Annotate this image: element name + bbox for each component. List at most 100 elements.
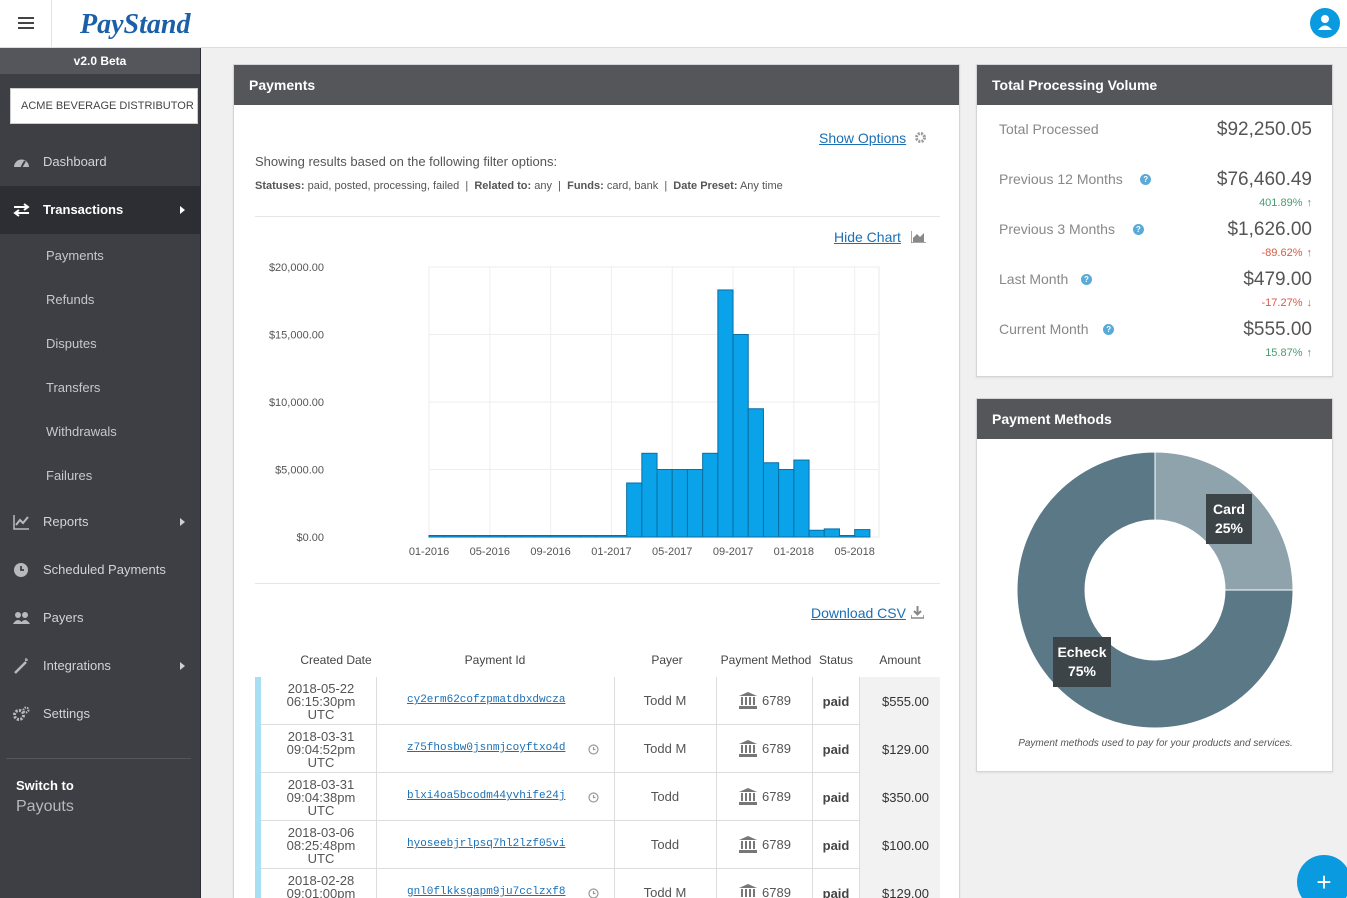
x-tick-label: 05-2016 <box>470 546 510 558</box>
bar[interactable] <box>626 482 643 538</box>
help-icon[interactable]: ? <box>1140 174 1152 185</box>
bar[interactable] <box>504 535 521 538</box>
bar[interactable] <box>717 289 734 538</box>
column-header[interactable]: Created Date <box>300 653 372 667</box>
bar[interactable] <box>808 529 825 538</box>
sidebar-subitem-transfers[interactable]: Transfers <box>46 380 101 395</box>
gear-icon[interactable] <box>914 131 927 144</box>
bar[interactable] <box>443 535 460 538</box>
show-options-link[interactable]: Show Options <box>819 130 907 146</box>
bar[interactable] <box>580 535 597 538</box>
sidebar-subitem-withdrawals[interactable]: Withdrawals <box>46 424 117 439</box>
bar[interactable] <box>458 535 476 538</box>
add-fab-button[interactable]: + <box>1297 855 1347 898</box>
sidebar-item-scheduled-payments[interactable]: Scheduled Payments <box>0 546 201 594</box>
payer-cell: Todd <box>650 837 680 852</box>
table-row[interactable]: 2018-03-06 08:25:48pm UTC hyoseebjrlpsq7hl2… <box>255 821 940 869</box>
bar[interactable] <box>474 535 491 538</box>
sidebar-item-payers[interactable]: Payers <box>0 594 201 642</box>
table-row[interactable]: 2018-05-22 06:15:30pm UTC cy2erm62cofzpmatd… <box>255 677 940 725</box>
payment-id-link[interactable]: gnl0flkksgapm9ju7cclzxf8 <box>407 886 566 898</box>
bar[interactable] <box>823 528 840 538</box>
sidebar-subitem-refunds[interactable]: Refunds <box>46 292 95 307</box>
hamburger-menu-icon[interactable] <box>0 0 52 48</box>
bar[interactable] <box>519 535 536 538</box>
switch-to-payouts[interactable]: Payouts <box>16 798 74 815</box>
bar[interactable] <box>686 469 704 538</box>
bar[interactable] <box>762 462 780 538</box>
magic-wand-icon <box>14 658 28 674</box>
payment-method-last4: 6789 <box>762 837 791 852</box>
help-icon[interactable]: ? <box>1132 224 1144 235</box>
bar[interactable] <box>671 469 688 538</box>
payment-id-link[interactable]: blxi4oa5bcodm44yvhife24j <box>407 790 566 802</box>
organization-selector[interactable]: ACME BEVERAGE DISTRIBUTOR <box>10 88 198 124</box>
created-date-cell: 2018-03-06 08:25:48pm UTC <box>265 826 377 865</box>
date-tz: UTC <box>307 803 335 818</box>
bar[interactable] <box>838 535 856 538</box>
user-avatar-icon[interactable] <box>1310 8 1340 38</box>
bar[interactable] <box>778 469 795 538</box>
help-icon[interactable]: ? <box>1081 274 1092 285</box>
payment-id-link[interactable]: hyoseebjrlpsq7hl2lzf05vi <box>407 838 566 850</box>
bar[interactable] <box>747 408 764 538</box>
x-tick-label: 01-2016 <box>409 546 449 558</box>
bar[interactable] <box>489 535 506 538</box>
sidebar-subitem-disputes[interactable]: Disputes <box>46 336 97 351</box>
payment-id-link[interactable]: z75fhosbw0jsnmjcoyftxo4d <box>407 742 566 754</box>
column-header[interactable]: Payment Method <box>720 653 812 667</box>
bar[interactable] <box>702 452 719 538</box>
cell-divider <box>812 725 813 773</box>
y-tick-label: $0.00 <box>296 532 324 544</box>
column-header[interactable]: Payment Id <box>464 653 526 667</box>
bar[interactable] <box>854 529 871 538</box>
switch-to-label[interactable]: Switch to <box>16 778 74 793</box>
sidebar-item-reports[interactable]: Reports <box>0 498 201 546</box>
sidebar-item-settings[interactable]: Settings <box>0 690 201 738</box>
sidebar-item-label: Dashboard <box>43 154 107 169</box>
payer-cell: Todd M <box>643 741 687 756</box>
bar[interactable] <box>732 334 749 538</box>
download-csv-link[interactable]: Download CSV <box>811 605 906 621</box>
clock-icon <box>588 790 599 803</box>
table-row[interactable]: 2018-03-31 09:04:52pm UTC z75fhosbw0jsnmjco… <box>255 725 940 773</box>
bar[interactable] <box>610 535 628 538</box>
clock-icon <box>14 563 28 577</box>
volume-row: Previous 12 Months? $76,460.49 401.89% ↑ <box>977 169 1334 221</box>
table-row[interactable]: 2018-03-31 09:04:38pm UTC blxi4oa5bcodm44yv… <box>255 773 940 821</box>
hide-chart-link[interactable]: Hide Chart <box>834 229 901 245</box>
arrow-down-icon: ↓ <box>1306 297 1313 309</box>
column-header[interactable]: Status <box>818 653 854 667</box>
download-icon[interactable] <box>911 606 924 619</box>
payment-method-last4: 6789 <box>762 885 791 898</box>
bar[interactable] <box>641 452 658 538</box>
bar[interactable] <box>550 535 567 538</box>
bar[interactable] <box>793 459 810 538</box>
help-icon[interactable]: ? <box>1103 324 1115 335</box>
sidebar-subitem-payments[interactable]: Payments <box>46 248 104 263</box>
bar[interactable] <box>534 535 552 538</box>
payer-cell: Todd M <box>643 885 687 898</box>
exchange-icon <box>13 203 30 217</box>
date-date: 2018-03-31 <box>287 729 355 744</box>
column-header[interactable]: Amount <box>879 653 921 667</box>
sidebar-item-transactions[interactable]: Transactions <box>0 186 201 234</box>
sidebar: v2.0 Beta ACME BEVERAGE DISTRIBUTOR Dash… <box>0 48 201 898</box>
sidebar-item-dashboard[interactable]: Dashboard <box>0 138 201 186</box>
volume-change: 15.87% ↑ <box>1265 347 1312 359</box>
area-chart-icon[interactable] <box>911 231 926 243</box>
bar[interactable] <box>428 535 445 538</box>
bar[interactable] <box>565 535 582 538</box>
paystand-logo[interactable]: PayStand <box>80 4 200 44</box>
x-tick-label: 01-2018 <box>774 546 814 558</box>
date-tz: UTC <box>307 851 335 866</box>
sidebar-item-integrations[interactable]: Integrations <box>0 642 201 690</box>
bar[interactable] <box>595 535 612 538</box>
volume-change: -17.27% ↓ <box>1262 297 1312 309</box>
amount-cell: $350.00 <box>882 790 929 805</box>
bar[interactable] <box>656 469 673 538</box>
sidebar-subitem-failures[interactable]: Failures <box>46 468 93 483</box>
payment-id-link[interactable]: cy2erm62cofzpmatdbxdwcza <box>407 694 566 706</box>
column-header[interactable]: Payer <box>651 653 683 667</box>
